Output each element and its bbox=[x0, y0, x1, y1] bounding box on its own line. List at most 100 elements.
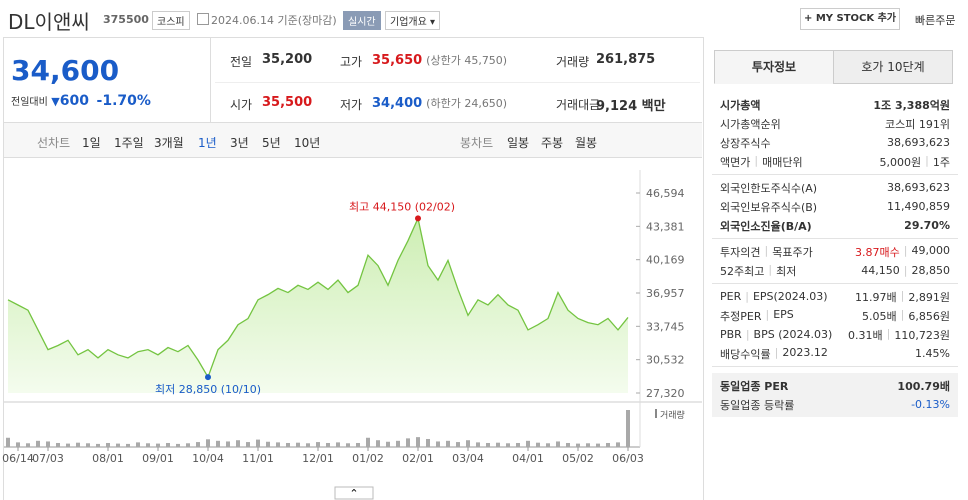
change: 전일대비 ▼600 -1.70% bbox=[11, 93, 151, 109]
volume-bar bbox=[276, 442, 280, 447]
separator: | bbox=[900, 307, 905, 321]
panel-row: PER | EPS(2024.03) 11.97배 | 2,891원 bbox=[712, 287, 958, 306]
volume-bar bbox=[346, 443, 350, 447]
value-part: 5.05배 bbox=[862, 309, 897, 323]
row-value: 29.70% bbox=[904, 219, 950, 232]
row-label: 액면가 | 매매단위 bbox=[720, 154, 803, 170]
separator: | bbox=[754, 153, 759, 167]
x-tick-label: 09/01 bbox=[142, 452, 174, 465]
realtime-badge[interactable]: 실시간 bbox=[343, 11, 381, 30]
volume-bar bbox=[226, 441, 230, 447]
volume-bar bbox=[396, 440, 400, 447]
mystock-button[interactable]: + MY STOCK 추가 bbox=[800, 8, 900, 30]
row-value: 5,000원 | 1주 bbox=[880, 154, 950, 170]
value-part: 49,000 bbox=[911, 243, 951, 257]
period-tab[interactable]: 1년 bbox=[198, 136, 217, 150]
period-tab[interactable]: 3개월 bbox=[154, 136, 184, 150]
volume-bar bbox=[256, 439, 260, 447]
panel-section: 외국인한도주식수(A) 38,693,623 외국인보유주식수(B) 11,490,8… bbox=[712, 175, 958, 239]
volume-bar bbox=[506, 443, 510, 447]
label-part: 추정PER bbox=[720, 309, 762, 323]
value-part: 3.87매수 bbox=[855, 245, 900, 259]
label-part: 외국인보유주식수(B) bbox=[720, 200, 818, 214]
volume-bar bbox=[156, 443, 160, 447]
label-part: 동일업종 등락률 bbox=[720, 398, 795, 412]
value-part: 2,891원 bbox=[908, 290, 950, 304]
period-tab[interactable]: 1주일 bbox=[114, 136, 144, 150]
row-value: 1조 3,388억원 bbox=[873, 97, 950, 113]
row-value: 3.87매수 | 49,000 bbox=[855, 244, 950, 260]
panel-row: 시가총액순위 코스피 191위 bbox=[712, 114, 958, 133]
volume-bar bbox=[136, 442, 140, 447]
row-value: 코스피 191위 bbox=[885, 116, 950, 132]
quote-label: 시가 bbox=[230, 98, 253, 112]
panel-section: 시가총액 1조 3,388억원 시가총액순위 코스피 191위 상장주식수 38,693,… bbox=[712, 92, 958, 175]
stock-code: 375500 bbox=[103, 13, 149, 26]
candle-tab[interactable]: 월봉 bbox=[575, 136, 598, 150]
value-part: 코스피 191위 bbox=[885, 117, 950, 131]
volume-bar bbox=[546, 443, 550, 447]
volume-bar bbox=[236, 440, 240, 447]
quote-label: 거래량 bbox=[556, 55, 590, 69]
quote-value: 35,200 bbox=[262, 52, 313, 67]
row-label: PER | EPS(2024.03) bbox=[720, 290, 828, 303]
value-part: 1주 bbox=[932, 155, 950, 169]
panel-section: 투자의견 | 목표주가 3.87매수 | 49,000 52주최고 | 최저 44,150 | 28,… bbox=[712, 239, 958, 284]
mystock-text: MY STOCK 추가 bbox=[815, 13, 897, 24]
quick-order[interactable]: 빠른주문 bbox=[915, 14, 956, 27]
value-part: 110,723원 bbox=[894, 328, 950, 342]
volume-legend-icon bbox=[655, 409, 657, 418]
volume-bar bbox=[206, 439, 210, 447]
panel-tab[interactable]: 호가 10단계 bbox=[833, 50, 953, 84]
x-tick-label: 07/03 bbox=[32, 452, 64, 465]
value-part: 38,693,623 bbox=[887, 181, 950, 194]
y-tick-label: 33,745 bbox=[646, 320, 685, 333]
quote-value: 35,650 (상한가 45,750) bbox=[372, 52, 507, 68]
value-part: 6,856원 bbox=[908, 309, 950, 323]
row-value: 100.79배 bbox=[897, 378, 950, 394]
row-label: 외국인한도주식수(A) bbox=[720, 180, 817, 196]
label-part: 액면가 bbox=[720, 155, 751, 169]
separator: | bbox=[900, 288, 905, 302]
panel-tab[interactable]: 투자정보 bbox=[714, 50, 834, 84]
collapse-button[interactable] bbox=[334, 486, 374, 500]
value-part: 38,693,623 bbox=[887, 136, 950, 149]
row-value: 0.31배 | 110,723원 bbox=[848, 327, 950, 343]
volume-bar bbox=[476, 442, 480, 447]
period-tab[interactable]: 1일 bbox=[82, 136, 101, 150]
volume-bar bbox=[386, 441, 390, 447]
separator: | bbox=[768, 262, 773, 276]
volume-bar bbox=[356, 442, 360, 447]
x-tick-label: 03/04 bbox=[452, 452, 484, 465]
volume-bar bbox=[566, 442, 570, 447]
panel-row: 투자의견 | 목표주가 3.87매수 | 49,000 bbox=[712, 242, 958, 261]
row-label: 상장주식수 bbox=[720, 135, 771, 151]
volume-bar bbox=[326, 442, 330, 447]
separator: | bbox=[745, 328, 750, 341]
row-value: -0.13% bbox=[911, 398, 950, 411]
period-tab[interactable]: 3년 bbox=[230, 136, 249, 150]
row-label: 배당수익률 | 2023.12 bbox=[720, 346, 828, 362]
label-part: PBR bbox=[720, 328, 742, 341]
period-tab[interactable]: 10년 bbox=[294, 136, 321, 150]
volume-bar bbox=[186, 443, 190, 447]
volume-bar bbox=[96, 443, 100, 447]
market-badge: 코스피 bbox=[152, 11, 190, 30]
volume-bar bbox=[466, 440, 470, 447]
volume-bar bbox=[536, 442, 540, 447]
volume-bar bbox=[616, 442, 620, 447]
overview-button[interactable]: 기업개요 ▾ bbox=[385, 11, 441, 30]
quote-label: 전일 bbox=[230, 55, 253, 69]
x-tick-label: 10/04 bbox=[192, 452, 224, 465]
label-part: 시가총액순위 bbox=[720, 117, 781, 131]
collapse-icon: ⌃ bbox=[349, 487, 358, 500]
row-label: 투자의견 | 목표주가 bbox=[720, 244, 813, 260]
change-value: 600 bbox=[59, 93, 90, 109]
candle-tab[interactable]: 일봉 bbox=[507, 136, 530, 150]
panel-row: 추정PER | EPS 5.05배 | 6,856원 bbox=[712, 306, 958, 325]
volume-bar bbox=[16, 442, 20, 447]
label-part: 배당수익률 bbox=[720, 347, 771, 361]
period-tab[interactable]: 5년 bbox=[262, 136, 281, 150]
candle-tab[interactable]: 주봉 bbox=[541, 136, 564, 150]
